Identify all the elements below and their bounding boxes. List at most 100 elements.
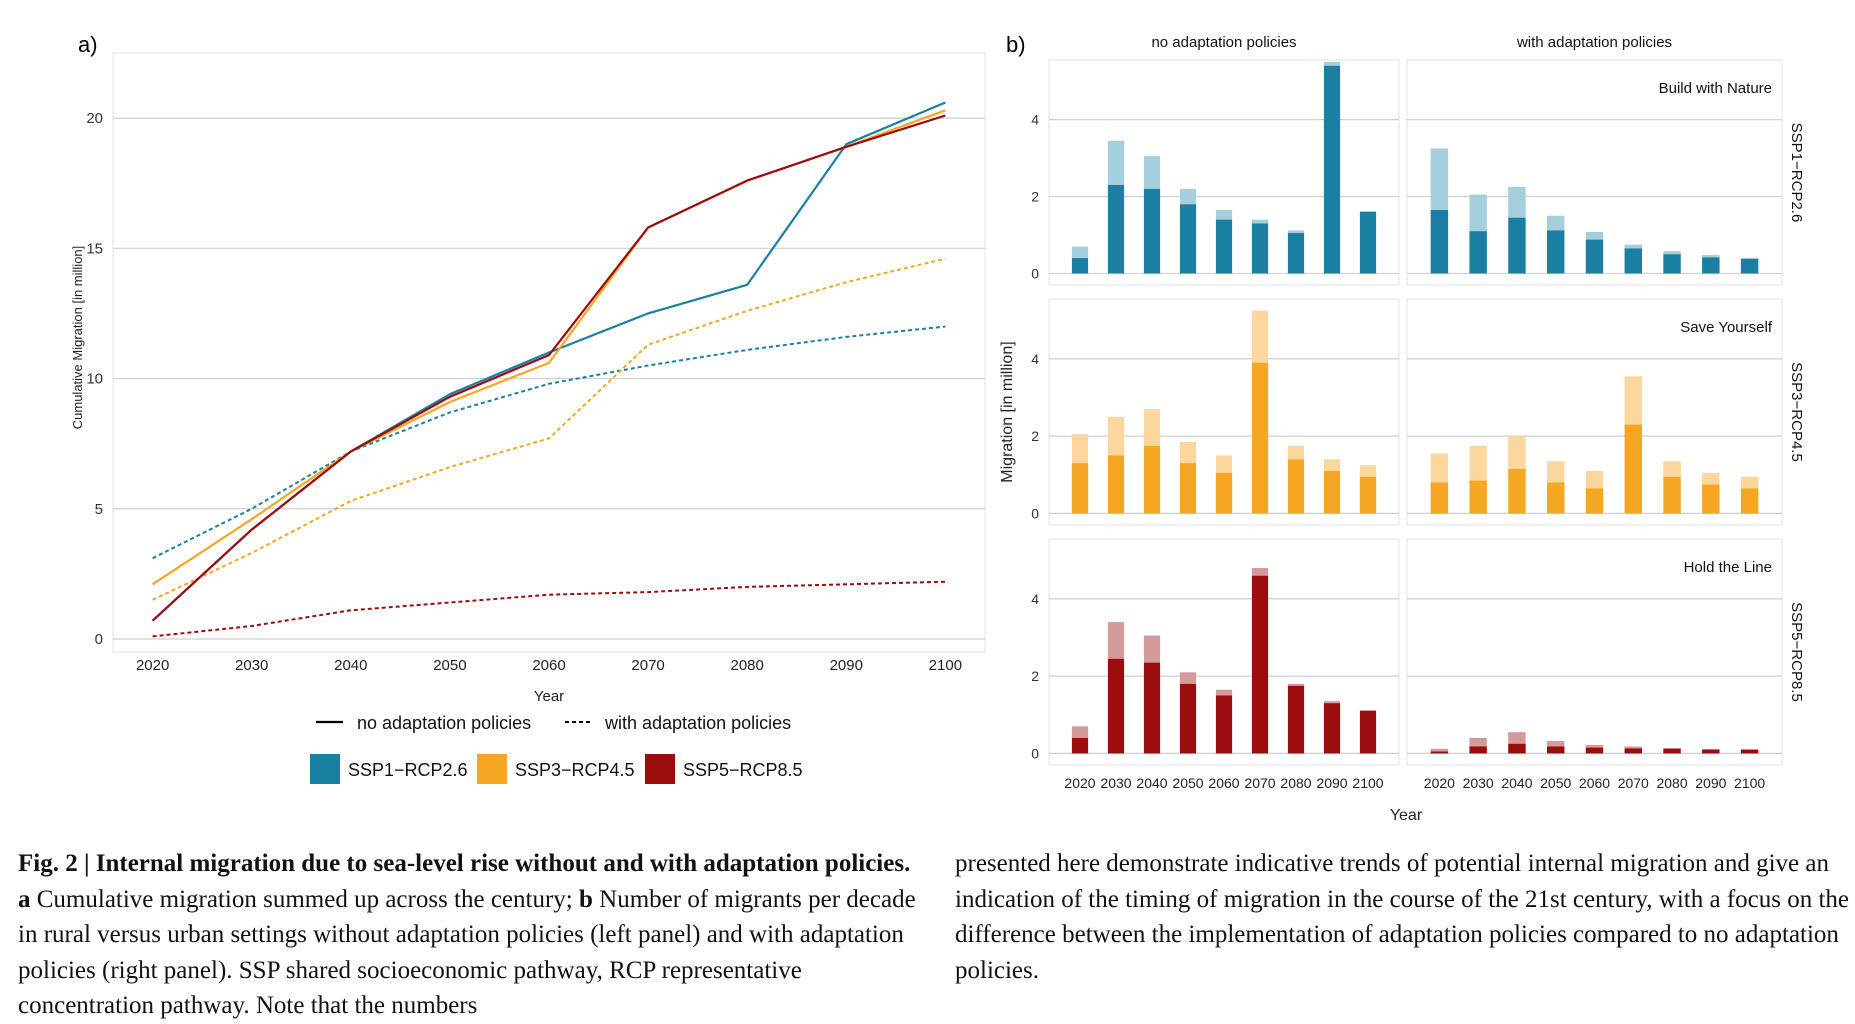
panel-a-ytick-label: 5 <box>95 501 103 518</box>
bar-light-segment <box>1179 672 1197 684</box>
bar-light-segment <box>1359 710 1377 711</box>
bar-dark-segment <box>1287 233 1305 274</box>
caption-b-letter: b <box>579 885 593 913</box>
bar-light-segment <box>1469 445 1487 481</box>
panel-a-xtick-label: 2070 <box>631 657 664 674</box>
facet-column-strip: no adaptation policies <box>1151 34 1296 51</box>
bar-light-segment <box>1215 689 1233 696</box>
bar-dark-segment <box>1215 472 1233 514</box>
panel-b-xtick-label: 2070 <box>1244 775 1275 791</box>
bar-light-segment <box>1071 434 1089 464</box>
bar-light-segment <box>1469 737 1487 747</box>
bar-light-segment <box>1624 746 1643 749</box>
bar-light-segment <box>1143 635 1161 663</box>
bar-dark-segment <box>1469 231 1487 274</box>
bar-light-segment <box>1179 188 1197 205</box>
bar-light-segment <box>1107 140 1125 185</box>
bar-dark-segment <box>1071 737 1089 754</box>
panel-b-ytick-label: 0 <box>1031 745 1039 761</box>
bar-light-segment <box>1071 726 1089 738</box>
bar-dark-segment <box>1107 185 1125 274</box>
panel-b-xtick-label: 2060 <box>1208 775 1239 791</box>
panel-b-ytick-label: 0 <box>1031 265 1039 281</box>
panel-b-xtick-label: 2080 <box>1280 775 1311 791</box>
bar-dark-segment <box>1508 217 1526 274</box>
bar-dark-segment <box>1071 463 1089 514</box>
bar-light-segment <box>1215 455 1233 473</box>
legend-label: no adaptation policies <box>357 713 531 733</box>
bar-light-segment <box>1546 741 1565 747</box>
panel-b-xtick-label: 2050 <box>1540 775 1571 791</box>
bar-dark-segment <box>1359 476 1377 514</box>
bar-dark-segment <box>1663 748 1681 754</box>
panel-a-ytick-label: 0 <box>95 631 103 648</box>
bar-dark-segment <box>1107 658 1125 754</box>
bar-light-segment <box>1323 701 1341 704</box>
bar-light-segment <box>1071 246 1089 259</box>
panel-b-x-axis-title: Year <box>1390 807 1423 824</box>
panel-b-xtick-label: 2020 <box>1424 775 1455 791</box>
panel-b-y-axis-title: Migration [in million] <box>999 341 1016 482</box>
bar-light-segment <box>1624 376 1643 425</box>
caption-left-column: Fig. 2 | Internal migration due to sea-l… <box>18 846 923 1024</box>
bar-dark-segment <box>1624 424 1643 514</box>
bar-light-segment <box>1430 453 1449 483</box>
caption-right-column: presented here demonstrate indicative tr… <box>955 846 1850 988</box>
bar-light-segment <box>1585 744 1604 748</box>
bar-dark-segment <box>1287 685 1305 754</box>
series-line <box>152 257 946 601</box>
panel-b-ytick-label: 4 <box>1031 351 1039 367</box>
bar-dark-segment <box>1624 248 1643 274</box>
panel-b-xtick-label: 2060 <box>1579 775 1610 791</box>
bar-dark-segment <box>1323 703 1341 754</box>
bar-light-segment <box>1624 244 1643 249</box>
bar-dark-segment <box>1287 459 1305 514</box>
bar-dark-segment <box>1323 65 1341 274</box>
caption-b-text: Number of migrants per decade in rural v… <box>18 885 916 1020</box>
panel-b-ytick-label: 2 <box>1031 428 1039 444</box>
legend-label: SSP1−RCP2.6 <box>348 760 468 780</box>
bar-light-segment <box>1323 459 1341 471</box>
bar-light-segment <box>1107 416 1125 456</box>
bar-dark-segment <box>1251 362 1269 514</box>
facet-plot-area <box>1406 538 1783 766</box>
bar-dark-segment <box>1702 484 1720 514</box>
panel-b-xtick-label: 2030 <box>1463 775 1494 791</box>
bar-dark-segment <box>1179 204 1197 274</box>
caption-continued: presented here demonstrate indicative tr… <box>955 850 1850 984</box>
panel-a-ytick-label: 15 <box>86 240 103 257</box>
panel-a-xtick-label: 2020 <box>136 657 169 674</box>
bar-dark-segment <box>1143 188 1161 274</box>
bar-dark-segment <box>1323 470 1341 514</box>
bar-dark-segment <box>1624 748 1643 754</box>
bar-light-segment <box>1702 255 1720 258</box>
legend-label: SSP5−RCP8.5 <box>683 760 803 780</box>
bar-dark-segment <box>1215 695 1233 754</box>
legend-color-swatch <box>477 754 507 784</box>
bar-dark-segment <box>1740 258 1759 274</box>
bar-dark-segment <box>1469 480 1487 514</box>
bar-light-segment <box>1430 748 1449 752</box>
caption-title: Internal migration due to sea-level rise… <box>95 850 911 877</box>
bar-light-segment <box>1323 61 1341 66</box>
bar-dark-segment <box>1663 254 1681 274</box>
bar-light-segment <box>1287 445 1305 460</box>
panel-b-ytick-label: 4 <box>1031 591 1039 607</box>
bar-light-segment <box>1251 310 1269 363</box>
panel-a-xtick-label: 2090 <box>830 657 863 674</box>
facet-row-strip: SSP5−RCP8.5 <box>1788 602 1805 702</box>
bar-light-segment <box>1585 231 1604 240</box>
panel-b-xtick-label: 2040 <box>1501 775 1532 791</box>
bar-dark-segment <box>1359 710 1377 754</box>
caption-a-letter: a <box>18 885 31 913</box>
bar-dark-segment <box>1215 219 1233 274</box>
panel-b-ytick-label: 4 <box>1031 112 1039 128</box>
bar-light-segment <box>1508 186 1526 218</box>
panel-b-xtick-label: 2090 <box>1316 775 1347 791</box>
panel-b-xtick-label: 2080 <box>1656 775 1687 791</box>
bar-dark-segment <box>1071 258 1089 274</box>
bar-light-segment <box>1251 567 1269 576</box>
bar-dark-segment <box>1585 747 1604 754</box>
bar-dark-segment <box>1508 468 1526 514</box>
bar-light-segment <box>1215 210 1233 220</box>
